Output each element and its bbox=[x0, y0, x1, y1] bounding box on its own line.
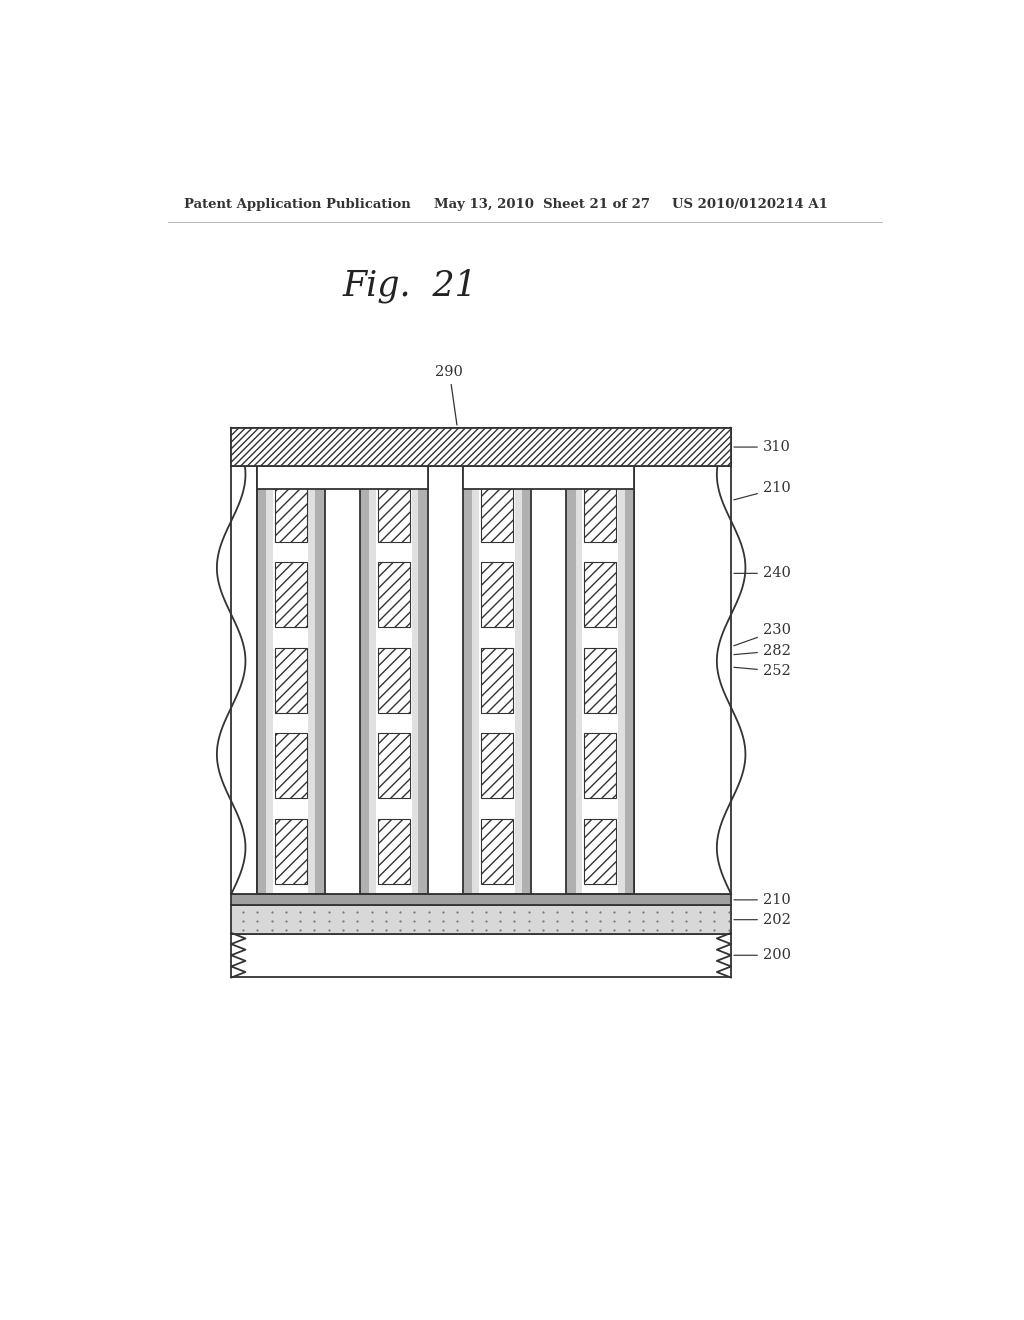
Bar bbox=[315, 466, 325, 894]
Bar bbox=[308, 466, 315, 894]
Text: 290: 290 bbox=[435, 364, 463, 425]
Bar bbox=[378, 734, 410, 799]
Text: 230: 230 bbox=[734, 623, 791, 645]
Bar bbox=[531, 466, 566, 894]
Bar bbox=[378, 648, 410, 713]
Text: 210: 210 bbox=[734, 892, 791, 907]
Bar bbox=[274, 648, 307, 713]
Bar bbox=[428, 466, 463, 894]
Bar bbox=[515, 466, 521, 894]
Bar bbox=[625, 466, 634, 894]
Bar bbox=[481, 818, 513, 884]
Bar bbox=[274, 562, 307, 627]
Bar bbox=[566, 466, 575, 894]
Bar bbox=[359, 466, 428, 894]
Bar bbox=[231, 935, 731, 977]
Bar bbox=[634, 466, 731, 894]
Bar bbox=[231, 466, 731, 894]
Bar bbox=[419, 466, 428, 894]
Bar bbox=[231, 906, 731, 935]
Bar bbox=[463, 466, 531, 894]
Bar bbox=[231, 466, 257, 894]
Bar bbox=[575, 466, 583, 894]
Bar bbox=[566, 466, 634, 894]
Text: Fig.  21: Fig. 21 bbox=[342, 268, 477, 302]
Bar bbox=[481, 562, 513, 627]
Bar bbox=[412, 466, 419, 894]
Bar bbox=[378, 562, 410, 627]
Bar bbox=[584, 818, 616, 884]
Text: May 13, 2010  Sheet 21 of 27: May 13, 2010 Sheet 21 of 27 bbox=[433, 198, 649, 211]
Bar bbox=[463, 466, 472, 894]
Text: Patent Application Publication: Patent Application Publication bbox=[183, 198, 411, 211]
Bar bbox=[584, 562, 616, 627]
Bar bbox=[584, 477, 616, 541]
Text: US 2010/0120214 A1: US 2010/0120214 A1 bbox=[672, 198, 827, 211]
Bar bbox=[370, 466, 376, 894]
Bar bbox=[481, 477, 513, 541]
Bar bbox=[231, 428, 731, 466]
Bar bbox=[521, 466, 531, 894]
Text: 252: 252 bbox=[734, 664, 791, 678]
Text: 310: 310 bbox=[734, 440, 791, 454]
Bar bbox=[359, 466, 428, 894]
Bar bbox=[378, 818, 410, 884]
Bar bbox=[257, 466, 325, 894]
Bar bbox=[257, 466, 428, 488]
Text: 202: 202 bbox=[734, 912, 791, 927]
Text: 210: 210 bbox=[734, 482, 791, 500]
Bar bbox=[359, 466, 370, 894]
Bar bbox=[617, 466, 625, 894]
Bar bbox=[257, 466, 266, 894]
Bar bbox=[481, 648, 513, 713]
Bar bbox=[266, 466, 273, 894]
Bar bbox=[231, 894, 731, 906]
Bar bbox=[463, 466, 531, 894]
Bar bbox=[274, 734, 307, 799]
Bar bbox=[566, 466, 634, 894]
Text: 240: 240 bbox=[734, 566, 791, 581]
Bar bbox=[274, 477, 307, 541]
Text: 282: 282 bbox=[734, 644, 791, 657]
Bar bbox=[325, 466, 359, 894]
Bar bbox=[584, 734, 616, 799]
Bar bbox=[472, 466, 479, 894]
Bar bbox=[463, 466, 634, 488]
Bar bbox=[257, 466, 325, 894]
Text: 200: 200 bbox=[734, 948, 791, 962]
Bar bbox=[481, 734, 513, 799]
Bar bbox=[584, 648, 616, 713]
Bar bbox=[231, 428, 731, 466]
Bar bbox=[378, 477, 410, 541]
Bar bbox=[274, 818, 307, 884]
